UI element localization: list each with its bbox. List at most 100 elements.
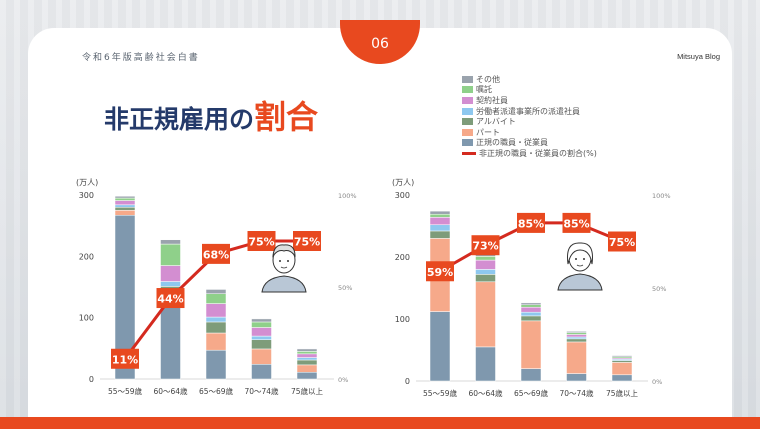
bar-segment <box>520 304 542 308</box>
ratio-label-box <box>202 243 230 264</box>
ratio-label-box <box>562 212 591 233</box>
ratio-label-box <box>426 261 454 282</box>
ratio-label-box <box>156 288 185 309</box>
person-eye <box>583 258 585 260</box>
headline: 非正規雇用の割合 <box>104 92 318 138</box>
ratio-label: 73% <box>472 240 498 253</box>
legend-item: 嘱託 <box>462 85 597 96</box>
bar-segment <box>251 339 272 350</box>
bar-segment <box>429 217 451 226</box>
bar-segment <box>160 281 181 287</box>
ratio-label-box <box>608 231 636 252</box>
bar-segment <box>475 346 496 382</box>
legend-swatch <box>462 151 476 155</box>
bar-segment <box>114 195 136 199</box>
legend-swatch <box>462 96 473 104</box>
bar-segment <box>611 374 633 382</box>
ratio-label-box <box>247 231 276 251</box>
bar-segment <box>520 320 542 369</box>
x-tick-label: 60～64歳 <box>153 386 188 396</box>
bar-segment <box>475 281 496 348</box>
bar-segment <box>611 362 633 376</box>
x-tick-label: 55～59歳 <box>423 388 458 398</box>
legend-item: 労働者派遣事業所の派遣社員 <box>462 106 597 117</box>
legend-item: その他 <box>462 74 597 85</box>
bar-segment <box>296 351 318 355</box>
y-tick-label: 300 <box>395 191 410 200</box>
bar-segment <box>296 359 318 366</box>
y-tick-label: 300 <box>79 191 94 200</box>
x-tick-label: 65～69歳 <box>199 386 234 396</box>
x-tick-label: 55～59歳 <box>108 386 143 396</box>
person-body <box>261 275 307 293</box>
y-axis-label: (万人) <box>76 178 98 187</box>
bar-segment <box>251 364 272 380</box>
legend-item: パート <box>462 127 597 138</box>
legend-item: アルバイト <box>462 116 597 127</box>
bar-segment <box>296 364 318 373</box>
bar-segment <box>251 318 272 323</box>
footer-bar <box>0 417 760 429</box>
chart-legend: その他 嘱託 契約社員 労働者派遣事業所の派遣社員 アルバイト パート 正規の職員・従業員非… <box>462 74 597 159</box>
bar-segment <box>520 306 542 313</box>
legend-item: 正規の職員・従業員 <box>462 138 597 149</box>
y2-tick-label: 0% <box>652 378 662 386</box>
legend-swatch <box>462 107 473 115</box>
bar-segment <box>205 321 227 334</box>
ratio-label: 44% <box>157 293 183 306</box>
bar-segment <box>205 316 227 323</box>
person-hair <box>272 244 296 258</box>
man-illustration <box>261 244 307 293</box>
slide-card <box>28 28 732 417</box>
bar-segment <box>429 230 451 239</box>
bar-segment <box>205 349 227 380</box>
ratio-label: 75% <box>248 236 274 249</box>
y-tick-label: 200 <box>79 252 94 261</box>
bar-segment <box>520 302 542 305</box>
bar-segment <box>520 315 542 322</box>
headline-main: 非正規雇用の <box>104 105 255 134</box>
legend-swatch <box>462 86 473 94</box>
bar-segment <box>251 327 272 337</box>
bar-segment <box>429 210 451 215</box>
ratio-label: 75% <box>294 236 320 249</box>
bar-segment <box>205 293 227 304</box>
legend-swatch <box>462 139 473 147</box>
ratio-label: 75% <box>609 236 635 249</box>
x-tick-label: 60～64歳 <box>468 388 503 398</box>
person-eye <box>575 258 577 260</box>
bar-segment <box>114 200 136 206</box>
bar-segment <box>296 372 318 380</box>
bar-segment <box>475 259 496 270</box>
bar-segment <box>114 197 136 201</box>
bar-segment <box>114 210 136 216</box>
bar-segment <box>205 332 227 351</box>
y2-tick-label: 50% <box>338 284 352 292</box>
legend-item: 契約社員 <box>462 95 597 106</box>
y-tick-label: 0 <box>405 377 410 386</box>
bar-segment <box>296 353 318 358</box>
bar-segment <box>205 303 227 318</box>
bar-segment <box>160 243 181 266</box>
bar-segment <box>566 331 587 333</box>
bar-segment <box>251 321 272 328</box>
bar-segment <box>475 274 496 283</box>
bar-segment <box>205 289 227 294</box>
legend-label: 正規の職員・従業員 <box>476 138 548 148</box>
y2-tick-label: 100% <box>338 192 357 200</box>
ratio-label: 68% <box>203 248 229 261</box>
bar-segment <box>114 207 136 211</box>
y2-tick-label: 100% <box>652 192 671 200</box>
bar-segment <box>611 360 633 363</box>
bar-segment <box>251 335 272 340</box>
ratio-label-box <box>471 235 500 256</box>
bar-segment <box>251 348 272 365</box>
y2-tick-label: 50% <box>652 285 666 293</box>
bar-segment <box>160 265 181 282</box>
legend-label: パート <box>476 127 500 137</box>
legend-label: 非正規の職員・従業員の割合(%) <box>479 148 597 158</box>
bar-segment <box>520 311 542 317</box>
bar-segment <box>114 204 136 208</box>
bar-segment <box>611 355 633 358</box>
